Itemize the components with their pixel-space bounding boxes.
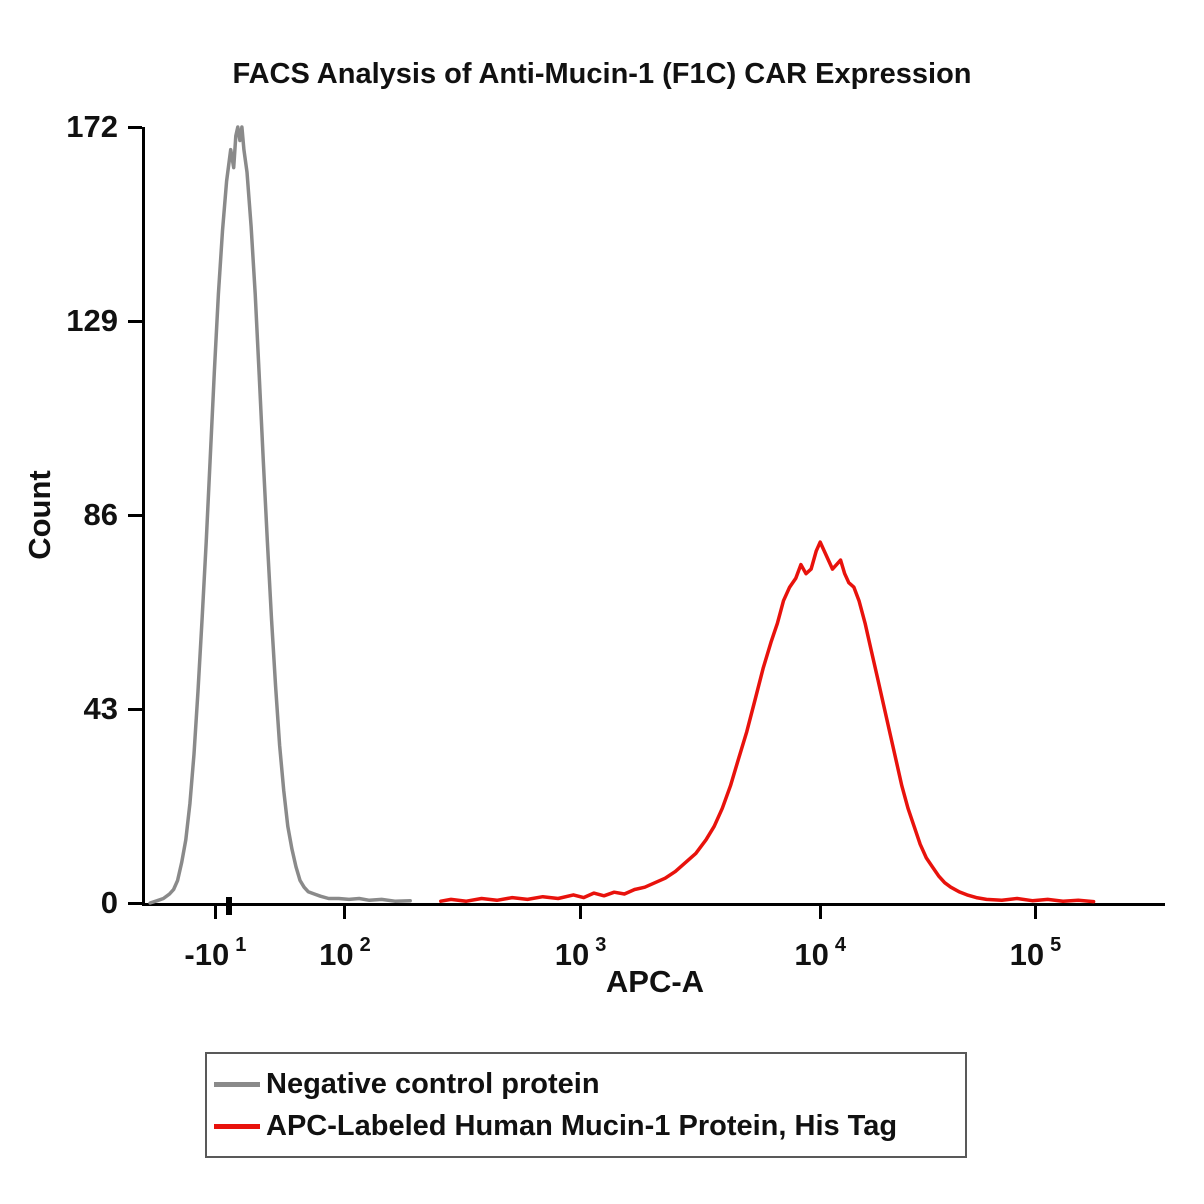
legend-item-negative-control: Negative control protein <box>214 1063 959 1105</box>
y-tick-label: 86 <box>83 497 118 532</box>
x-tick-mark <box>579 906 583 919</box>
histogram-canvas <box>148 125 1096 905</box>
x-tick-base: 10 <box>794 937 829 972</box>
y-tick-mark <box>128 707 142 711</box>
x-tick-exponent: 5 <box>1050 934 1062 956</box>
x-tick-mark <box>343 906 347 919</box>
legend-item-apc-mucin1: APC-Labeled Human Mucin-1 Protein, His T… <box>214 1105 959 1147</box>
x-tick-exponent: 1 <box>235 934 247 956</box>
x-tick-base: 10 <box>1009 937 1045 972</box>
x-tick-exponent: 4 <box>834 934 847 956</box>
x-axis-label: APC-A <box>605 964 705 999</box>
y-tick-label: 0 <box>100 885 118 920</box>
y-tick-label: 43 <box>83 691 118 726</box>
y-tick-mark <box>128 901 142 905</box>
y-tick-mark <box>128 319 142 323</box>
curve-apc-mucin1 <box>439 540 1096 904</box>
x-tick-exponent: 3 <box>595 934 607 956</box>
legend-label: APC-Labeled Human Mucin-1 Protein, His T… <box>266 1109 898 1142</box>
x-tick-mark <box>818 906 822 919</box>
legend-label: Negative control protein <box>266 1067 600 1100</box>
x-tick-label: 10 3 <box>511 925 651 975</box>
curve-negative-control <box>148 125 412 905</box>
x-tick-label: 10 4 <box>750 925 890 975</box>
x-tick-label: 10 2 <box>275 925 415 975</box>
x-tick-mark <box>1033 906 1037 919</box>
x-tick-base: 10 <box>319 937 354 972</box>
legend: Negative control protein APC-Labeled Hum… <box>205 1052 967 1158</box>
y-tick-mark <box>128 513 142 517</box>
x-tick-exponent: 2 <box>359 934 371 956</box>
plot-area <box>142 127 1165 906</box>
x-tick-mark <box>225 897 232 915</box>
x-tick-base: 10 <box>554 937 590 972</box>
legend-line-swatch-red <box>214 1123 260 1129</box>
y-tick-label: 129 <box>66 303 118 338</box>
x-tick-base: -10 <box>184 937 230 972</box>
y-tick-mark <box>128 125 142 129</box>
legend-line-swatch-gray <box>214 1081 260 1087</box>
x-tick-mark <box>213 906 217 919</box>
x-tick-label: 10 5 <box>965 925 1105 975</box>
x-tick-label: -10 1 <box>145 925 285 975</box>
chart-title: FACS Analysis of Anti-Mucin-1 (F1C) CAR … <box>232 58 972 90</box>
y-tick-label: 172 <box>66 109 118 144</box>
